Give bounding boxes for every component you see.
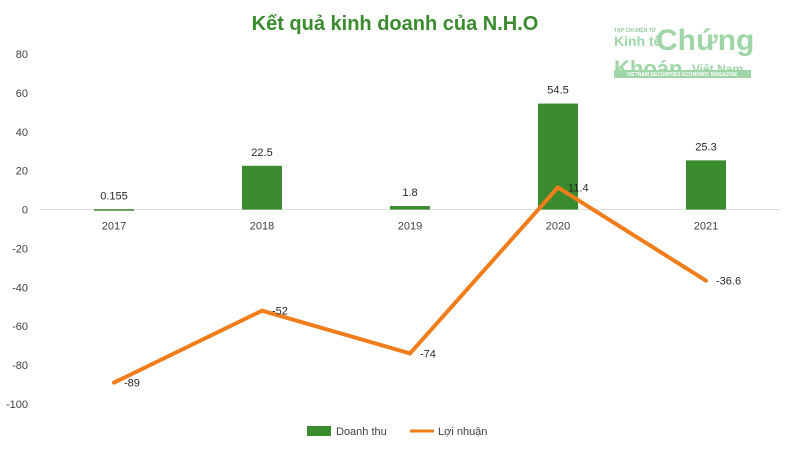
bar-data-label: 0.155 [100, 190, 128, 202]
y-tick-label: 80 [16, 49, 28, 61]
bar-data-label: 1.8 [402, 187, 417, 199]
y-axis: 80 60 40 20 0 -20 -40 -60 -80 -100 [6, 49, 28, 411]
line-data-label: -89 [124, 378, 140, 390]
logo-top-text: TẠP CHÍ ĐIỆN TỬ [614, 26, 657, 34]
y-tick-label: 60 [16, 88, 28, 100]
y-tick-label: 40 [16, 127, 28, 139]
logo-line1-right: Chứng [656, 24, 754, 57]
line-data-labels: -89 -52 -74 11.4 -36.6 [124, 182, 741, 389]
x-tick-label: 2020 [546, 221, 570, 233]
bar-data-label: 54.5 [547, 85, 568, 97]
y-tick-label: -80 [12, 360, 28, 372]
line-data-label: -74 [420, 348, 436, 360]
line-series [112, 185, 708, 385]
y-tick-label: -60 [12, 321, 28, 333]
chart-title: Kết quả kinh doanh của N.H.O [252, 13, 539, 35]
logo-band [614, 70, 751, 78]
y-tick-label: -100 [6, 399, 28, 411]
y-tick-label: 0 [22, 205, 28, 217]
logo-bottom-text: VIETNAM SECURITIES ECONOMIC MAGAZINE [627, 72, 739, 78]
bar-data-label: 22.5 [251, 147, 272, 159]
bar-data-label: 25.3 [695, 141, 716, 153]
bar [242, 165, 282, 210]
legend: Doanh thu Lợi nhuận [307, 426, 487, 438]
bar [538, 103, 578, 210]
x-tick-label: 2017 [102, 221, 126, 233]
line-data-label: 11.4 [568, 182, 589, 194]
y-tick-label: -20 [12, 243, 28, 255]
x-axis-labels: 2017 2018 2019 2020 2021 [102, 221, 718, 233]
bar [94, 209, 134, 211]
legend-label: Lợi nhuận [438, 426, 487, 438]
line-data-label: -36.6 [716, 276, 741, 288]
legend-label: Doanh thu [336, 426, 387, 438]
profit-line [112, 185, 708, 385]
logo-line1-left: Kinh tế [614, 33, 662, 49]
bar [390, 206, 430, 210]
line-data-label: -52 [272, 306, 288, 318]
x-tick-label: 2018 [250, 221, 274, 233]
bar-data-labels: 0.155 22.5 1.8 54.5 25.3 [100, 85, 716, 203]
y-tick-label: 20 [16, 166, 28, 178]
bar [686, 160, 726, 210]
x-tick-label: 2021 [694, 221, 718, 233]
watermark-logo: TẠP CHÍ ĐIỆN TỬ Kinh tế Chứng Khoán Việt… [614, 24, 754, 81]
y-tick-label: -40 [12, 282, 28, 294]
legend-swatch-bar [307, 426, 331, 436]
x-tick-label: 2019 [398, 221, 422, 233]
bar-series [94, 103, 726, 211]
